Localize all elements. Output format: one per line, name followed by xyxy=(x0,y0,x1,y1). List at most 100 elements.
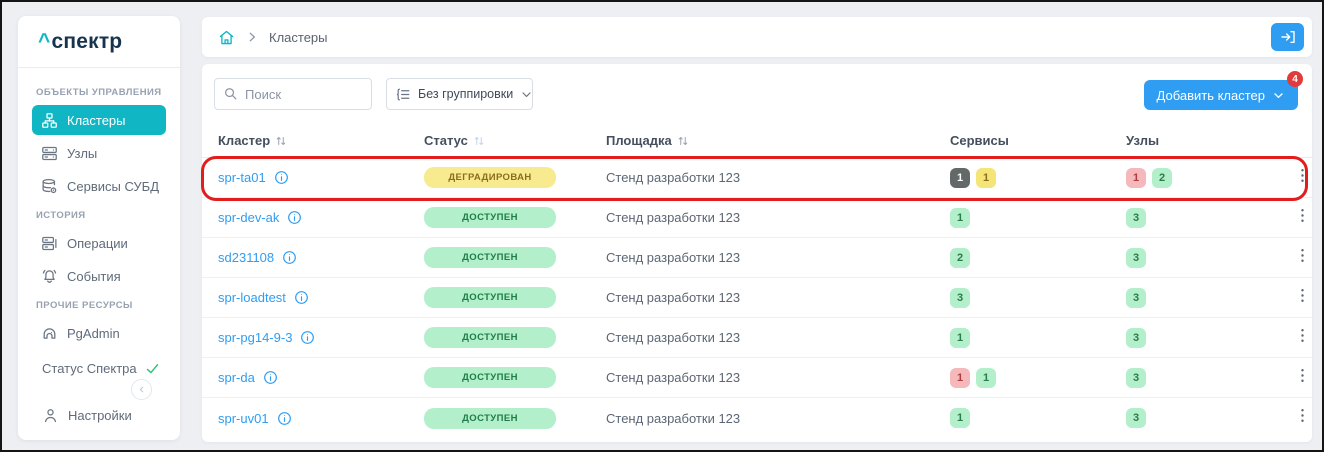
sidebar: ^ спектр ОБЪЕКТЫ УПРАВЛЕНИЯ Кластеры Узлы xyxy=(18,16,180,440)
sidebar-item-pgadmin[interactable]: PgAdmin xyxy=(32,318,166,348)
table-row: spr-pg14-9-3 ДОСТУПЕН Стенд разработки 1… xyxy=(202,318,1312,358)
status-badge: ДОСТУПЕН xyxy=(424,247,556,268)
kebab-menu-icon[interactable] xyxy=(1294,287,1311,304)
add-cluster-button[interactable]: Добавить кластер 4 xyxy=(1143,71,1303,110)
status-badge: ДОСТУПЕН xyxy=(424,407,556,429)
count-badge: 3 xyxy=(950,287,970,308)
table-row: sd231108 ДОСТУПЕН Стенд разработки 123 2… xyxy=(202,238,1312,278)
clusters-panel: Без группировки Добавить кластер 4 Класт… xyxy=(201,64,1312,442)
sidebar-item-label: События xyxy=(67,268,121,284)
count-badge: 3 xyxy=(1126,207,1146,228)
check-icon xyxy=(145,361,160,376)
nodes-icon xyxy=(41,145,58,162)
services-badges: 1 xyxy=(950,207,1126,228)
logo-text: спектр xyxy=(51,29,123,53)
count-badge: 1 xyxy=(950,408,970,428)
grouping-select[interactable]: Без группировки xyxy=(386,78,533,110)
column-header-site[interactable]: Площадка xyxy=(606,133,950,148)
sidebar-item-nodes[interactable]: Узлы xyxy=(32,138,166,168)
sidebar-item-operations[interactable]: Операции xyxy=(32,228,166,258)
status-badge: ДОСТУПЕН xyxy=(424,207,556,228)
sidebar-collapse-button[interactable] xyxy=(131,379,152,400)
search-input[interactable] xyxy=(214,78,372,110)
info-icon[interactable] xyxy=(294,290,309,305)
count-badge: 1 xyxy=(1126,167,1146,188)
kebab-menu-icon[interactable] xyxy=(1294,247,1311,264)
sidebar-item-events[interactable]: События xyxy=(32,261,166,291)
cluster-link[interactable]: sd231108 xyxy=(218,250,275,265)
table-body: spr-ta01 ДЕГРАДИРОВАН Стенд разработки 1… xyxy=(201,156,1312,438)
status-badge: ДОСТУПЕН xyxy=(424,367,556,388)
toolbar: Без группировки Добавить кластер 4 xyxy=(202,64,1312,124)
services-badges: 1 xyxy=(950,408,1126,428)
cluster-link[interactable]: spr-pg14-9-3 xyxy=(218,330,293,345)
kebab-menu-icon[interactable] xyxy=(1294,367,1311,384)
info-icon[interactable] xyxy=(277,411,292,426)
column-header-cluster[interactable]: Кластер xyxy=(218,133,424,148)
table-row: spr-dev-ak ДОСТУПЕН Стенд разработки 123… xyxy=(202,198,1312,238)
site-label: Стенд разработки 123 xyxy=(606,170,741,185)
sidebar-item-clusters[interactable]: Кластеры xyxy=(32,105,166,135)
pgadmin-icon xyxy=(41,325,58,342)
site-label: Стенд разработки 123 xyxy=(606,410,741,426)
count-badge: 1 xyxy=(950,367,970,388)
site-label: Стенд разработки 123 xyxy=(606,330,741,345)
cluster-link[interactable]: spr-ta01 xyxy=(218,170,266,185)
info-icon[interactable] xyxy=(300,330,315,345)
user-icon xyxy=(42,407,59,424)
events-icon xyxy=(41,268,58,285)
status-badge: ДОСТУПЕН xyxy=(424,287,556,308)
add-cluster-label: Добавить кластер xyxy=(1156,87,1265,103)
status-badge: ДОСТУПЕН xyxy=(424,327,556,348)
site-label: Стенд разработки 123 xyxy=(606,210,741,225)
info-icon[interactable] xyxy=(287,210,302,225)
sidebar-item-db-services[interactable]: Сервисы СУБД xyxy=(32,171,166,201)
column-header-nodes: Узлы xyxy=(1126,133,1160,148)
table-row: spr-uv01 ДОСТУПЕН Стенд разработки 123 1… xyxy=(202,398,1312,438)
cluster-link[interactable]: spr-da xyxy=(218,370,255,385)
status-badge: ДЕГРАДИРОВАН xyxy=(424,167,556,188)
info-icon[interactable] xyxy=(274,170,289,185)
count-badge: 1 xyxy=(976,167,996,188)
grouping-value: Без группировки xyxy=(418,87,514,101)
clusters-icon xyxy=(41,112,58,129)
info-icon[interactable] xyxy=(263,370,278,385)
column-header-status[interactable]: Статус xyxy=(424,133,606,148)
count-badge: 1 xyxy=(976,367,996,388)
table-row: spr-ta01 ДЕГРАДИРОВАН Стенд разработки 1… xyxy=(201,156,1312,201)
info-icon[interactable] xyxy=(282,250,297,265)
count-badge: 2 xyxy=(950,247,970,268)
chevron-right-icon xyxy=(245,30,259,44)
sidebar-item-spektr-status[interactable]: Статус Спектра xyxy=(42,361,160,376)
count-badge: 3 xyxy=(1126,408,1146,428)
kebab-menu-icon[interactable] xyxy=(1294,407,1311,424)
grouping-icon xyxy=(396,87,411,102)
column-header-services: Сервисы xyxy=(950,133,1009,148)
sidebar-item-settings[interactable]: Настройки xyxy=(42,407,132,424)
login-button[interactable] xyxy=(1271,23,1304,51)
nodes-badges: 3 xyxy=(1126,327,1286,348)
kebab-menu-icon[interactable] xyxy=(1294,207,1311,224)
table-row: spr-loadtest ДОСТУПЕН Стенд разработки 1… xyxy=(202,278,1312,318)
sort-icon xyxy=(275,135,287,147)
sidebar-nav: ОБЪЕКТЫ УПРАВЛЕНИЯ Кластеры Узлы Сервисы… xyxy=(18,68,180,348)
logo-caret: ^ xyxy=(38,29,51,53)
operations-icon xyxy=(41,235,58,252)
nodes-badges: 3 xyxy=(1126,207,1286,228)
kebab-menu-icon[interactable] xyxy=(1294,167,1311,184)
chevron-down-icon xyxy=(1272,89,1285,102)
kebab-menu-icon[interactable] xyxy=(1294,327,1311,344)
home-icon[interactable] xyxy=(218,29,235,46)
cluster-link[interactable]: spr-uv01 xyxy=(218,410,269,426)
cluster-link[interactable]: spr-loadtest xyxy=(218,290,286,305)
nodes-badges: 3 xyxy=(1126,247,1286,268)
count-badge: 1 xyxy=(950,167,970,188)
sidebar-item-label: Сервисы СУБД xyxy=(67,178,160,194)
nav-section-objects: ОБЪЕКТЫ УПРАВЛЕНИЯ xyxy=(36,87,162,98)
breadcrumb-bar: Кластеры xyxy=(202,17,1312,57)
cluster-link[interactable]: spr-dev-ak xyxy=(218,210,280,225)
login-icon xyxy=(1280,29,1296,45)
